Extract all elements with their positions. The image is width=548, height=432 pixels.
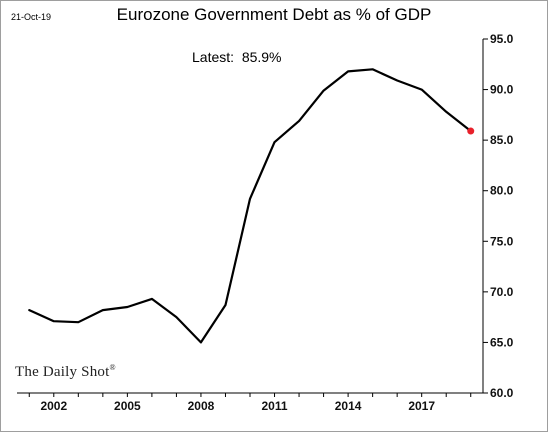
y-tick-label: 75.0: [490, 234, 514, 248]
x-tick-label: 2002: [40, 399, 67, 413]
y-tick-label: 90.0: [490, 83, 514, 97]
y-tick-label: 70.0: [490, 285, 514, 299]
x-tick-label: 2005: [114, 399, 141, 413]
chart-title: Eurozone Government Debt as % of GDP: [116, 5, 432, 24]
latest-point-marker: [467, 127, 475, 135]
y-tick-label: 80.0: [490, 184, 514, 198]
latest-value: 85.9%: [241, 49, 282, 65]
latest-label: Latest:: [192, 49, 235, 65]
y-tick-label: 60.0: [490, 386, 514, 400]
latest-annotation: Latest: 85.9%: [192, 49, 282, 65]
x-tick-label: 2011: [262, 399, 288, 413]
debt-series-line: [28, 68, 472, 344]
brand-logo: The Daily Shot®: [15, 363, 116, 381]
brand-name: The Daily Shot: [15, 364, 110, 380]
chart-date: 21-Oct-19: [11, 12, 52, 22]
x-tick-label: 2008: [188, 399, 215, 413]
y-tick-label: 85.0: [490, 133, 514, 147]
x-tick-label: 2014: [335, 399, 362, 413]
x-tick-label: 2017: [408, 399, 435, 413]
y-tick-label: 95.0: [490, 32, 514, 46]
brand-mark: ®: [109, 363, 116, 372]
y-tick-label: 65.0: [490, 335, 514, 349]
